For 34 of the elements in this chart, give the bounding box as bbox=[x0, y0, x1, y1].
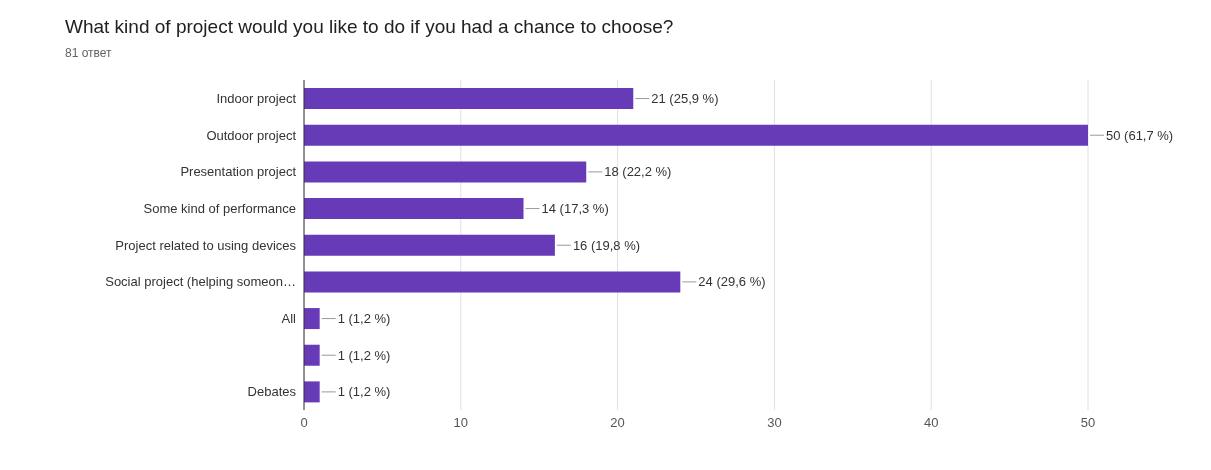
data-label: 24 (29,6 %) bbox=[698, 274, 766, 290]
data-label: 16 (19,8 %) bbox=[572, 237, 641, 253]
x-tick-label: 10 bbox=[453, 415, 469, 431]
y-tick-label: All bbox=[281, 310, 297, 326]
x-tick-label: 40 bbox=[923, 415, 939, 431]
data-label: 1 (1,2 %) bbox=[337, 384, 391, 400]
chart-title: What kind of project would you like to do if you had a chance to choose? bbox=[64, 15, 675, 38]
x-tick-label: 20 bbox=[610, 415, 625, 431]
y-tick-label: Indoor project bbox=[216, 90, 297, 106]
data-label: 14 (17,3 %) bbox=[541, 201, 609, 217]
y-tick-label: Social project (helping someon… bbox=[105, 274, 296, 290]
bar bbox=[304, 308, 320, 330]
bar bbox=[304, 344, 320, 366]
bar bbox=[304, 124, 1088, 146]
data-label: 18 (22,2 %) bbox=[604, 164, 672, 180]
bar bbox=[304, 271, 681, 293]
text: 81 ответ bbox=[64, 45, 113, 60]
y-tick-label: Project related to using devices bbox=[115, 237, 297, 253]
data-label: 21 (25,9 %) bbox=[651, 91, 719, 107]
bar bbox=[304, 198, 524, 220]
bar bbox=[304, 88, 634, 110]
bar bbox=[304, 234, 555, 256]
x-tick-label: 50 bbox=[1080, 415, 1096, 431]
data-label: 50 (61,7 %) bbox=[1106, 127, 1174, 143]
y-tick-label: Presentation project bbox=[180, 164, 297, 180]
bar bbox=[304, 381, 320, 403]
y-tick-label: Some kind of performance bbox=[143, 200, 296, 216]
x-tick-label: 0 bbox=[300, 415, 308, 431]
data-label: 1 (1,2 %) bbox=[337, 347, 391, 363]
y-tick-label: Outdoor project bbox=[206, 127, 297, 143]
x-tick-label: 30 bbox=[767, 415, 782, 431]
data-label: 1 (1,2 %) bbox=[337, 311, 391, 327]
bar bbox=[304, 161, 587, 183]
y-tick-label: Debates bbox=[247, 384, 297, 400]
